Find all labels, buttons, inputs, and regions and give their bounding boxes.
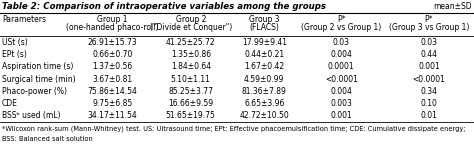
Text: Group 3: Group 3 xyxy=(249,15,280,24)
Text: Surgical time (min): Surgical time (min) xyxy=(2,74,76,83)
Text: 0.004: 0.004 xyxy=(330,50,352,59)
Text: 0.44: 0.44 xyxy=(420,50,438,59)
Text: P*: P* xyxy=(337,15,346,24)
Text: 0.03: 0.03 xyxy=(333,38,350,47)
Text: (one-handed phaco-roll): (one-handed phaco-roll) xyxy=(66,23,159,32)
Text: 81.36±7.89: 81.36±7.89 xyxy=(242,87,287,96)
Text: Aspiration time (s): Aspiration time (s) xyxy=(2,62,73,71)
Text: 5.10±1.11: 5.10±1.11 xyxy=(171,74,211,83)
Text: 1.37±0.56: 1.37±0.56 xyxy=(92,62,133,71)
Text: 4.59±0.99: 4.59±0.99 xyxy=(244,74,284,83)
Text: 0.001: 0.001 xyxy=(330,111,352,120)
Text: ("Divide et Conquer"): ("Divide et Conquer") xyxy=(150,23,232,32)
Text: 0.44±0.21: 0.44±0.21 xyxy=(244,50,284,59)
Text: 16.66±9.59: 16.66±9.59 xyxy=(168,99,213,108)
Text: 1.84±0.64: 1.84±0.64 xyxy=(171,62,211,71)
Text: *Wilcoxon rank-sum (Mann-Whitney) test. US: Ultrasound time; EPt: Effective phac: *Wilcoxon rank-sum (Mann-Whitney) test. … xyxy=(2,125,465,132)
Text: 1.35±0.86: 1.35±0.86 xyxy=(171,50,211,59)
Text: 17.99±9.41: 17.99±9.41 xyxy=(242,38,287,47)
Text: Group 2: Group 2 xyxy=(175,15,206,24)
Text: 0.01: 0.01 xyxy=(420,111,438,120)
Text: <0.0001: <0.0001 xyxy=(412,74,446,83)
Text: Phaco-power (%): Phaco-power (%) xyxy=(2,87,67,96)
Text: Table 2: Comparison of intraoperative variables among the groups: Table 2: Comparison of intraoperative va… xyxy=(2,2,326,11)
Text: EPt (s): EPt (s) xyxy=(2,50,27,59)
Text: 0.34: 0.34 xyxy=(420,87,438,96)
Text: 0.10: 0.10 xyxy=(420,99,438,108)
Text: 41.25±25.72: 41.25±25.72 xyxy=(166,38,216,47)
Text: Parameters: Parameters xyxy=(2,14,46,24)
Text: 42.72±10.50: 42.72±10.50 xyxy=(239,111,289,120)
Text: (Group 2 vs Group 1): (Group 2 vs Group 1) xyxy=(301,23,382,32)
Text: (FLACS): (FLACS) xyxy=(249,23,279,32)
Text: 1.67±0.42: 1.67±0.42 xyxy=(244,62,284,71)
Text: 26.91±15.73: 26.91±15.73 xyxy=(88,38,137,47)
Text: 6.65±3.96: 6.65±3.96 xyxy=(244,99,284,108)
Text: 0.03: 0.03 xyxy=(420,38,438,47)
Text: 3.67±0.81: 3.67±0.81 xyxy=(92,74,133,83)
Text: 0.0001: 0.0001 xyxy=(328,62,355,71)
Text: 9.75±6.85: 9.75±6.85 xyxy=(92,99,133,108)
Text: 51.65±19.75: 51.65±19.75 xyxy=(166,111,216,120)
Text: P*: P* xyxy=(425,15,433,24)
Text: USt (s): USt (s) xyxy=(2,38,28,47)
Text: BSSᵇ used (mL): BSSᵇ used (mL) xyxy=(2,111,61,120)
Text: 85.25±3.77: 85.25±3.77 xyxy=(168,87,213,96)
Text: mean±SD: mean±SD xyxy=(433,2,472,11)
Text: BSS: Balanced salt solution: BSS: Balanced salt solution xyxy=(2,136,93,142)
Text: 0.003: 0.003 xyxy=(330,99,352,108)
Text: Group 1: Group 1 xyxy=(97,15,128,24)
Text: 34.17±11.54: 34.17±11.54 xyxy=(88,111,137,120)
Text: 0.004: 0.004 xyxy=(330,87,352,96)
Text: 0.66±0.70: 0.66±0.70 xyxy=(92,50,133,59)
Text: 75.86±14.54: 75.86±14.54 xyxy=(88,87,137,96)
Text: (Group 3 vs Group 1): (Group 3 vs Group 1) xyxy=(389,23,469,32)
Text: CDE: CDE xyxy=(2,99,18,108)
Text: <0.0001: <0.0001 xyxy=(325,74,358,83)
Text: 0.001: 0.001 xyxy=(418,62,440,71)
